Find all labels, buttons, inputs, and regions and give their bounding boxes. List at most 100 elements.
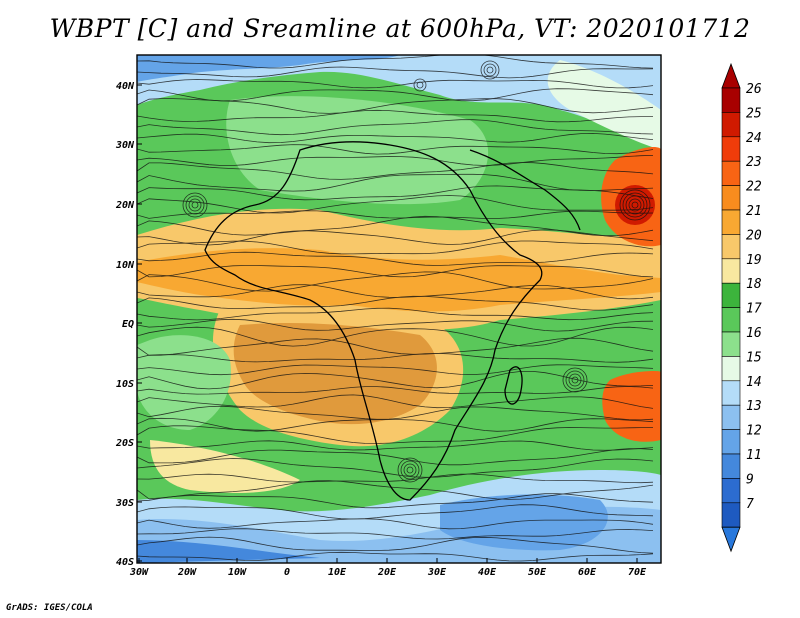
colorbar-label: 9 bbox=[746, 472, 754, 487]
colorbar-label: 18 bbox=[746, 277, 762, 292]
streamline-eddy bbox=[628, 198, 642, 212]
streamline-eddy bbox=[622, 192, 648, 218]
streamline bbox=[137, 66, 654, 79]
streamline-eddy bbox=[416, 81, 424, 89]
madagascar-coast bbox=[504, 366, 523, 405]
credit-text: GrADS: IGES/COLA bbox=[6, 603, 93, 613]
africa-coast bbox=[204, 141, 543, 501]
lat-label: 20S bbox=[115, 438, 134, 449]
streamline-eddy bbox=[406, 466, 414, 474]
streamline-eddy bbox=[483, 63, 497, 77]
streamline bbox=[137, 55, 654, 69]
streamline-eddy bbox=[191, 201, 199, 209]
wbpt-north-cool bbox=[137, 55, 661, 150]
lat-label: 40S bbox=[116, 557, 134, 568]
wbpt-arabian-core bbox=[615, 185, 655, 225]
streamline bbox=[137, 215, 654, 237]
colorbar-label: 23 bbox=[746, 155, 762, 170]
lon-label: 20W bbox=[177, 567, 197, 578]
streamline-eddy bbox=[631, 201, 639, 209]
plot-frame bbox=[136, 54, 662, 564]
streamline bbox=[137, 352, 654, 363]
colorbar-swatch bbox=[721, 112, 741, 138]
wbpt-atlantic-green bbox=[137, 335, 231, 430]
colorbar-swatch bbox=[721, 209, 741, 235]
streamline-eddy bbox=[562, 367, 588, 393]
streamline bbox=[137, 251, 654, 266]
colorbar-label: 21 bbox=[746, 204, 762, 219]
streamline-eddy bbox=[397, 457, 423, 483]
colorbar-swatch bbox=[721, 502, 741, 528]
streamline bbox=[137, 405, 654, 421]
streamline-eddy bbox=[568, 373, 582, 387]
streamline-eddy bbox=[486, 66, 494, 74]
streamline bbox=[137, 536, 654, 554]
latitude-labels: 40N 30N 20N 10N EQ 10S 20S 30S 40S bbox=[115, 81, 142, 568]
streamline bbox=[137, 371, 654, 390]
colorbar-label: 15 bbox=[746, 350, 762, 365]
lat-label: 20N bbox=[115, 200, 135, 211]
streamline bbox=[137, 98, 654, 114]
colorbar-label: 25 bbox=[746, 106, 762, 121]
streamline bbox=[137, 162, 654, 180]
colorbar-swatch bbox=[721, 282, 741, 308]
colorbar-swatch bbox=[721, 258, 741, 284]
colorbar-swatch bbox=[721, 478, 741, 504]
streamline bbox=[137, 394, 654, 409]
streamline bbox=[137, 528, 654, 540]
colorbar-label: 13 bbox=[746, 399, 762, 414]
streamline bbox=[137, 307, 654, 321]
colorbar-swatch bbox=[721, 356, 741, 382]
colorbar-swatch bbox=[721, 87, 741, 113]
streamline-eddy bbox=[413, 78, 427, 92]
streamline-eddy bbox=[625, 195, 645, 215]
colorbar-swatch bbox=[721, 453, 741, 479]
streamline-eddy bbox=[480, 60, 500, 80]
colorbar-swatch bbox=[721, 331, 741, 357]
streamline bbox=[137, 417, 654, 432]
colorbar-top-arrow bbox=[721, 62, 741, 89]
colorbar-swatch bbox=[721, 234, 741, 260]
colorbar-swatch bbox=[721, 185, 741, 211]
streamline bbox=[137, 440, 654, 451]
streamline bbox=[137, 551, 654, 562]
streamline bbox=[137, 504, 654, 520]
streamline bbox=[137, 386, 654, 395]
streamline bbox=[137, 144, 654, 155]
wbpt-south-21 bbox=[233, 323, 437, 425]
colorbar-label: 22 bbox=[746, 180, 762, 195]
colorbar-swatch bbox=[721, 160, 741, 186]
colorbar-bottom-arrow bbox=[721, 526, 741, 553]
colorbar-label: 26 bbox=[746, 82, 762, 97]
colorbar-label: 7 bbox=[746, 497, 754, 512]
lat-label: EQ bbox=[122, 319, 134, 330]
colorbar-label: 20 bbox=[746, 228, 762, 243]
map-title: WBPT [C] and Sreamline at 600hPa, VT: 20… bbox=[49, 14, 751, 43]
streamline bbox=[137, 155, 654, 166]
colorbar-label: 17 bbox=[746, 302, 762, 317]
streamlines bbox=[137, 55, 654, 562]
wbpt-indian-hot bbox=[602, 370, 661, 442]
wbpt-north-cold bbox=[137, 55, 400, 82]
streamline-eddy bbox=[400, 460, 420, 480]
streamline-eddy bbox=[185, 195, 205, 215]
colorbar-label: 14 bbox=[746, 375, 762, 390]
streamline-eddy bbox=[565, 370, 585, 390]
longitude-labels: 30W 20W 10W 0 10E 20E 30E 40E 50E 60E 70E bbox=[129, 558, 647, 578]
streamline-eddy bbox=[403, 463, 417, 477]
streamline bbox=[137, 79, 654, 89]
streamline bbox=[137, 493, 654, 509]
colorbar-label: 24 bbox=[746, 131, 762, 146]
streamline bbox=[137, 295, 654, 311]
colorbar-swatch bbox=[721, 307, 741, 333]
streamline-eddy bbox=[619, 189, 651, 221]
streamline bbox=[137, 518, 654, 530]
colorbar-label: 16 bbox=[746, 326, 762, 341]
lon-label: 10E bbox=[328, 567, 347, 578]
lat-label: 30N bbox=[115, 140, 135, 151]
coastlines bbox=[204, 141, 581, 501]
lon-label: 30W bbox=[129, 567, 149, 578]
lon-label: 20E bbox=[377, 567, 397, 578]
colorbar-swatch bbox=[721, 429, 741, 455]
lat-label: 10S bbox=[116, 379, 134, 390]
